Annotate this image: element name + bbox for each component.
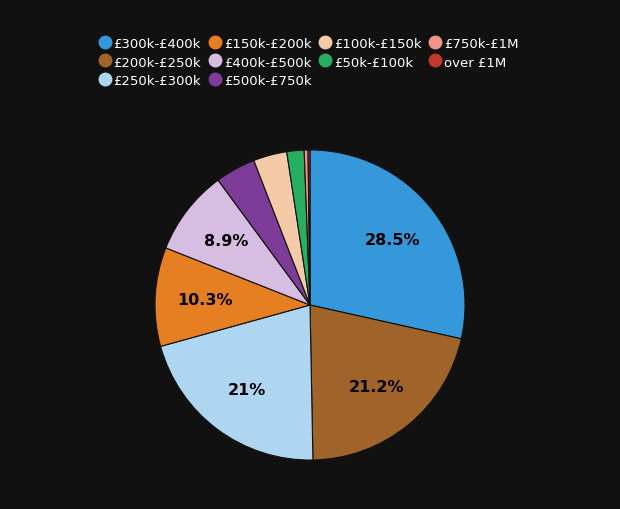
- Wedge shape: [166, 181, 310, 305]
- Text: 21.2%: 21.2%: [349, 379, 404, 394]
- Text: 28.5%: 28.5%: [365, 232, 420, 247]
- Wedge shape: [286, 151, 310, 305]
- Text: 10.3%: 10.3%: [177, 292, 232, 307]
- Wedge shape: [161, 305, 313, 460]
- Wedge shape: [218, 161, 310, 305]
- Wedge shape: [155, 248, 310, 347]
- Text: 8.9%: 8.9%: [205, 234, 249, 249]
- Legend: £300k-£400k, £200k-£250k, £250k-£300k, £150k-£200k, £400k-£500k, £500k-£750k, £1: £300k-£400k, £200k-£250k, £250k-£300k, £…: [98, 34, 522, 92]
- Wedge shape: [310, 305, 461, 460]
- Wedge shape: [254, 152, 310, 305]
- Wedge shape: [304, 151, 310, 305]
- Text: 21%: 21%: [228, 382, 266, 397]
- Wedge shape: [310, 151, 465, 339]
- Wedge shape: [308, 151, 310, 305]
